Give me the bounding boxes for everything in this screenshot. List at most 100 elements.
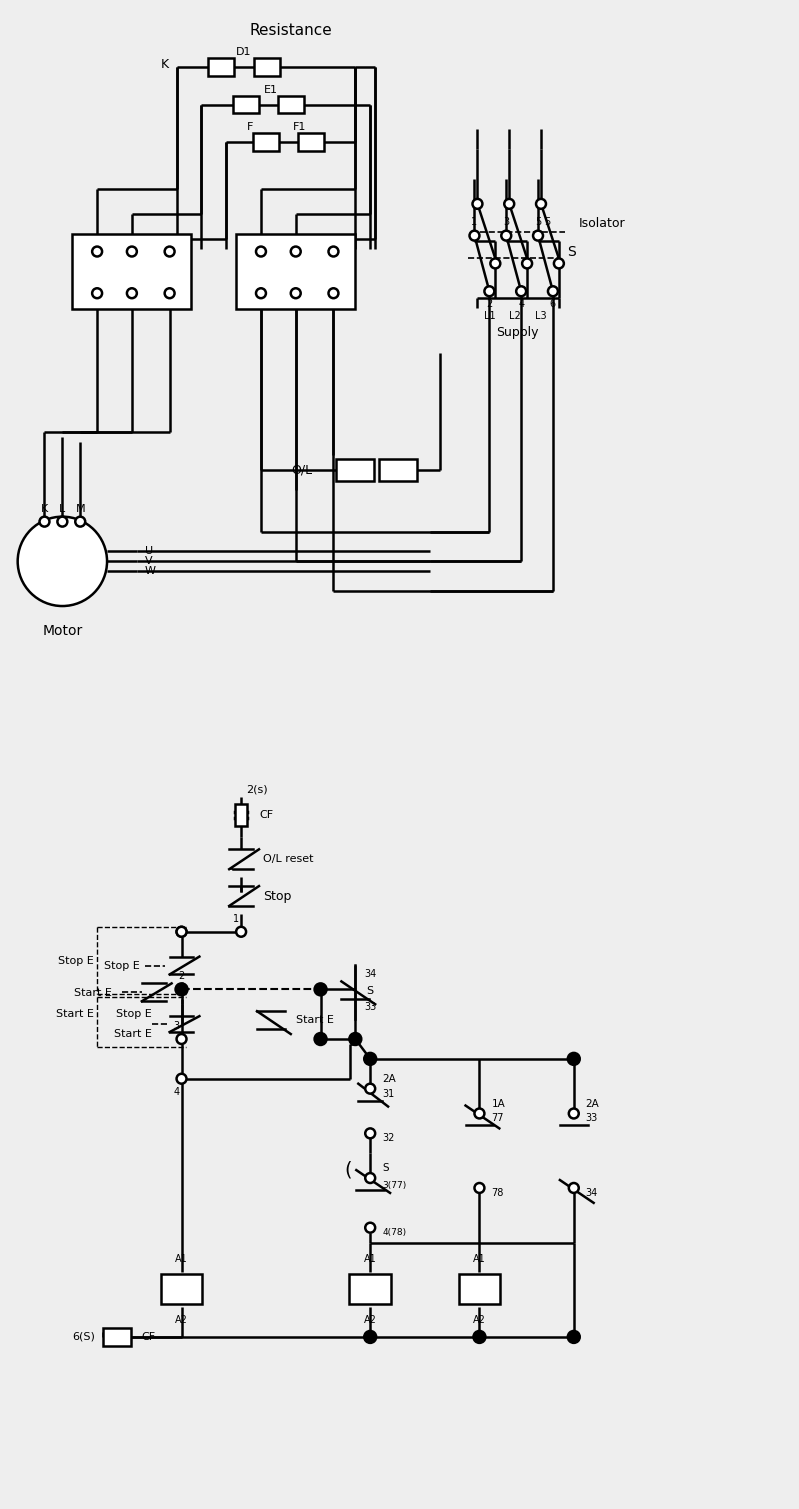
Bar	[336, 459, 374, 481]
Text: A2: A2	[473, 1314, 486, 1325]
Text: A2: A2	[364, 1314, 376, 1325]
Circle shape	[127, 246, 137, 257]
Text: W: W	[145, 566, 156, 576]
Text: K: K	[41, 504, 48, 513]
Text: CF: CF	[141, 1332, 156, 1342]
Text: F: F	[247, 122, 253, 133]
Circle shape	[92, 246, 102, 257]
Text: 1A: 1A	[491, 1099, 505, 1109]
Circle shape	[568, 1331, 580, 1343]
Text: 2: 2	[258, 300, 264, 311]
Bar	[298, 133, 324, 151]
Text: A1: A1	[175, 1254, 188, 1265]
Text: L3: L3	[535, 311, 547, 321]
Circle shape	[165, 246, 174, 257]
Bar	[380, 459, 417, 481]
Circle shape	[501, 231, 511, 240]
Circle shape	[548, 287, 558, 296]
Text: 1: 1	[258, 234, 264, 244]
Text: 78: 78	[491, 1188, 503, 1198]
Bar	[233, 95, 259, 113]
Text: Resistance: Resistance	[249, 23, 332, 38]
Circle shape	[475, 1109, 484, 1118]
Text: 1A: 1A	[363, 1284, 377, 1295]
Circle shape	[237, 927, 246, 937]
Text: A1: A1	[473, 1254, 486, 1265]
Text: 6: 6	[166, 300, 173, 311]
Text: K: K	[161, 59, 169, 71]
Circle shape	[315, 984, 327, 996]
Text: U: U	[145, 546, 153, 557]
Text: V: V	[145, 557, 153, 566]
Text: 1A: 1A	[248, 273, 264, 285]
Circle shape	[533, 231, 543, 240]
Text: 1: 1	[471, 217, 478, 226]
Text: 1: 1	[233, 914, 239, 924]
Text: 3(77): 3(77)	[382, 1182, 407, 1191]
Circle shape	[364, 1053, 376, 1065]
Circle shape	[491, 258, 500, 269]
Bar	[459, 1275, 500, 1304]
Text: S: S	[178, 1283, 185, 1296]
Circle shape	[536, 199, 546, 208]
Text: 32: 32	[382, 1133, 395, 1144]
Circle shape	[504, 199, 515, 208]
Text: 3: 3	[129, 234, 135, 244]
Text: 2A: 2A	[382, 1074, 396, 1083]
Text: L2: L2	[509, 311, 521, 321]
Circle shape	[92, 288, 102, 299]
Circle shape	[569, 1183, 578, 1194]
Text: 3: 3	[173, 1022, 180, 1031]
Circle shape	[315, 1034, 327, 1044]
Text: 34: 34	[364, 969, 376, 979]
Circle shape	[554, 258, 564, 269]
Text: 2A: 2A	[84, 273, 101, 285]
Text: M: M	[75, 504, 85, 513]
Text: 2A: 2A	[472, 1284, 487, 1295]
Text: 5: 5	[330, 234, 336, 244]
Text: L1: L1	[483, 311, 495, 321]
Text: Start E: Start E	[296, 1016, 334, 1025]
Text: 6(S): 6(S)	[72, 1332, 95, 1342]
Circle shape	[256, 246, 266, 257]
Circle shape	[470, 231, 479, 240]
Text: 2(s): 2(s)	[246, 785, 268, 795]
Circle shape	[522, 258, 532, 269]
Text: 5: 5	[166, 234, 173, 244]
Circle shape	[568, 1053, 580, 1065]
Circle shape	[484, 287, 495, 296]
Circle shape	[176, 984, 188, 996]
Text: 6: 6	[331, 300, 336, 311]
Circle shape	[177, 927, 186, 937]
Circle shape	[475, 1183, 484, 1194]
Text: 33: 33	[586, 1114, 598, 1124]
Text: Isolator: Isolator	[578, 217, 626, 231]
Text: 1: 1	[94, 234, 100, 244]
Text: O/L reset: O/L reset	[263, 854, 313, 865]
Circle shape	[177, 1074, 186, 1083]
Circle shape	[365, 1172, 376, 1183]
Bar	[253, 133, 279, 151]
Text: 77: 77	[491, 1114, 504, 1124]
Text: Stop E: Stop E	[58, 955, 94, 966]
Bar	[349, 1275, 391, 1304]
Circle shape	[349, 1034, 361, 1044]
Circle shape	[291, 246, 300, 257]
Bar	[72, 234, 192, 309]
Circle shape	[256, 288, 266, 299]
Text: 6: 6	[550, 299, 556, 309]
Bar	[209, 57, 234, 75]
Text: 5: 5	[544, 217, 550, 226]
Bar	[235, 804, 247, 825]
Text: Supply: Supply	[496, 326, 539, 340]
Text: 2A: 2A	[586, 1099, 599, 1109]
Text: 3: 3	[292, 234, 299, 244]
Text: 4: 4	[129, 300, 135, 311]
Circle shape	[364, 1331, 376, 1343]
Circle shape	[177, 927, 186, 937]
Text: D1: D1	[237, 47, 252, 57]
Text: 3: 3	[503, 217, 509, 226]
Circle shape	[58, 516, 67, 527]
Text: 4(78): 4(78)	[382, 1228, 406, 1237]
Text: S: S	[382, 1163, 389, 1172]
